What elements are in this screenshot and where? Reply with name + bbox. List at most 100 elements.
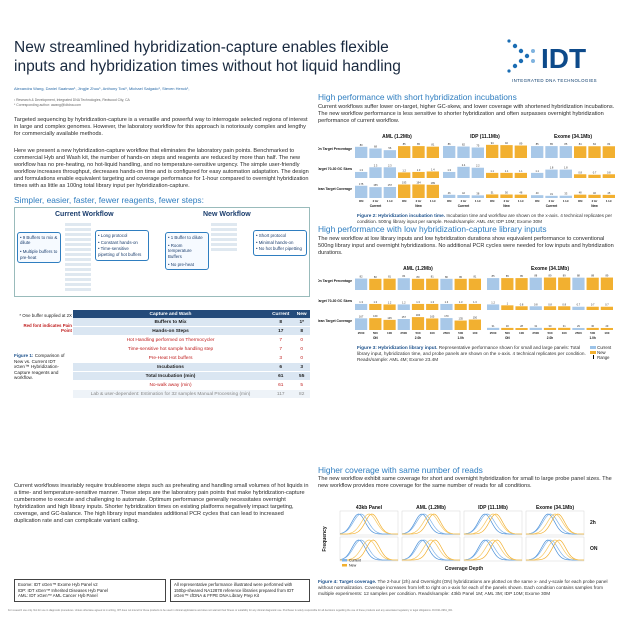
chart-bar	[559, 146, 572, 158]
bar-value-label: 46	[448, 191, 451, 195]
new-workflow-title: New Workflow	[203, 211, 251, 218]
chart-bar	[586, 306, 599, 310]
x-tick-label: 100	[519, 331, 524, 335]
chart-bar	[355, 318, 368, 330]
table-cell: 8	[268, 318, 294, 327]
chart-bar	[574, 194, 587, 198]
table-header-row: Capture and Wash Current New	[73, 310, 310, 318]
chart-bar	[543, 277, 557, 290]
table-row: Pre-Heat Hot buffers 3 0	[73, 353, 310, 363]
x-tick-label: 1 Hr	[563, 199, 570, 203]
bar-value-label: 175	[359, 182, 364, 186]
chart-bar	[559, 169, 572, 178]
poster-title: New streamlined hybridization-capture en…	[14, 39, 401, 75]
table-row: Buffers to Mix 8 1*	[73, 318, 310, 327]
bar-value-label: 85	[506, 274, 509, 278]
current-pain-3: • Time-sensitive pipetting of hot buffer…	[98, 246, 142, 257]
current-painpoint-box: • Long protocol • Constant hands-on • Ti…	[95, 230, 149, 262]
bar-value-label: 1.3	[359, 168, 363, 172]
x-tick-label: 100	[430, 331, 435, 335]
new-pain-2: • Minimal hands-on	[256, 239, 294, 245]
workflow-step	[65, 288, 91, 291]
bar-value-label: 89	[563, 274, 566, 278]
bar-value-label: 33	[564, 192, 567, 196]
density-curve	[401, 513, 461, 535]
conclusion-paragraph: Current workflows invariably require tro…	[14, 483, 309, 525]
intro-paragraph-1: Targeted sequencing by hybridization-cap…	[14, 117, 308, 138]
fig3-label: Figure 3: Hybridization library input.	[357, 345, 438, 350]
workflow-step	[65, 283, 91, 286]
x-tick-label: 2 Hr	[416, 199, 423, 203]
bar-value-label: 0.7	[591, 303, 595, 307]
panel-frame	[463, 536, 523, 562]
bar-value-label: 0.8	[607, 170, 611, 174]
table-cell: Time-sensitive hot sample handling step	[73, 344, 269, 354]
x-tick-label: 500	[590, 331, 595, 335]
panel-frame	[401, 510, 461, 536]
x-tick-label: 1 Hr	[387, 199, 394, 203]
bar-value-label: 89	[605, 274, 608, 278]
bar-value-label: 135	[459, 317, 464, 321]
chart-bar	[369, 148, 382, 158]
bar-value-label: 194	[416, 180, 421, 184]
chart-bar	[487, 278, 500, 290]
bar-value-label: 80	[445, 275, 448, 279]
row-label: On Target Percentage	[318, 279, 352, 283]
bar-value-label: 89	[519, 142, 522, 146]
bar-value-label: 0.8	[578, 170, 582, 174]
x-tick-label: 500	[373, 331, 378, 335]
table-row: Time-sensitive hot sample handling step 7…	[73, 344, 310, 354]
chart-bar	[426, 146, 439, 158]
bar-value-label: 31	[492, 324, 495, 328]
chart-bar	[486, 144, 499, 158]
x-tick-label: 500	[505, 331, 510, 335]
chart-bar	[383, 187, 396, 198]
chart-bar	[574, 174, 587, 178]
table-row: Hot Handling performed on Thermocycler 7 0	[73, 335, 310, 345]
density-curve	[463, 513, 523, 535]
bar-value-label: 193	[402, 180, 407, 184]
chart-bar	[545, 169, 558, 178]
bar-value-label: 56	[388, 146, 391, 150]
bar-value-label: 80	[374, 275, 377, 279]
affiliations: ¹ Research & Development, Integrated DNA…	[14, 98, 314, 107]
row-label: On Target Percentage	[318, 147, 352, 151]
bar-value-label: 81	[431, 143, 434, 147]
table-header: Current	[268, 310, 294, 318]
chart-bar	[588, 174, 601, 178]
density-curve	[339, 513, 399, 535]
chart-bar	[426, 278, 439, 290]
chart-bar	[457, 166, 470, 178]
panel-title: AML (1.2Mb)	[416, 505, 446, 511]
workflow-step	[65, 233, 91, 236]
x-tick-label: 2 Hr	[504, 199, 511, 203]
group-label: Current	[546, 204, 558, 208]
chart-bar	[559, 195, 572, 198]
group-label: ON	[505, 336, 510, 340]
table-header: Capture and Wash	[73, 310, 269, 318]
chart-bar	[471, 147, 484, 158]
bar-value-label: 1.8	[564, 166, 568, 170]
group-label: Current	[458, 204, 470, 208]
bar-value-label: 75	[476, 144, 479, 148]
authors: Alexandra Wang, Daniel Saatman¹, Jingjie…	[14, 86, 190, 91]
fig2-label: Figure 2: Hybridization incubation time.	[357, 213, 446, 218]
bar-value-label: 48	[519, 191, 522, 195]
chart-bar	[514, 194, 527, 198]
table-cell: 7	[268, 344, 294, 354]
x-tick-label: ON	[359, 199, 364, 203]
current-pain-2: • Constant hands-on	[98, 239, 138, 245]
chart-bar	[602, 146, 615, 158]
table-cell: Total Incubation (min)	[73, 371, 269, 381]
bar-value-label: 1.2	[388, 300, 392, 304]
chart-bar	[440, 303, 453, 310]
bar-value-label: 1.1	[535, 169, 539, 173]
bar-value-label: 82	[462, 143, 465, 147]
new-notes-box: • 1 Buffer to dilute • Room temperature …	[165, 232, 209, 271]
table-cell: Hot Handling performed on Thermocycler	[73, 335, 269, 345]
density-curve	[401, 539, 460, 561]
x-tick-label: 500	[458, 331, 463, 335]
intro-paragraph-2: Here we present a new hybridization-capt…	[14, 148, 309, 190]
x-tick-label: 1 Hr	[606, 199, 613, 203]
density-curve	[402, 539, 461, 561]
